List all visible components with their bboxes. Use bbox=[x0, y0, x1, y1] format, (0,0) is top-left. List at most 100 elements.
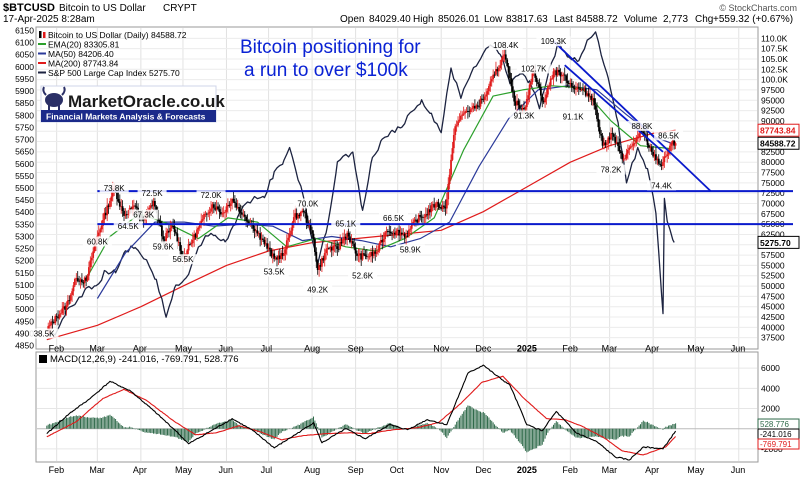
btc-candle-body bbox=[415, 219, 417, 221]
left-tick-label-2: 6050 bbox=[15, 50, 34, 60]
btc-candle-body bbox=[455, 125, 458, 127]
peak-label-text: 91.1K bbox=[563, 112, 585, 121]
btc-candle-body bbox=[218, 209, 221, 213]
btc-candle-body bbox=[371, 251, 374, 256]
btc-candle-body bbox=[109, 200, 111, 207]
macd-tick-label-2: 2000 bbox=[761, 404, 780, 414]
btc-candle-body bbox=[395, 231, 398, 235]
left-tick-label-18: 5250 bbox=[15, 244, 34, 254]
btc-candle-body bbox=[229, 203, 232, 206]
btc-candle-body bbox=[546, 86, 549, 95]
btc-candle-body bbox=[131, 206, 134, 209]
btc-candle-body bbox=[570, 82, 573, 87]
btc-candle-body bbox=[106, 205, 109, 216]
peak-label-text: 58.9K bbox=[400, 245, 422, 254]
btc-candle-body bbox=[615, 142, 618, 144]
btc-candle-body bbox=[517, 100, 520, 106]
peak-label-text: 38.5K bbox=[34, 330, 56, 339]
btc-candle-body bbox=[669, 145, 671, 151]
btc-candle-body bbox=[382, 239, 385, 243]
btc-candle-body bbox=[197, 227, 200, 230]
btc-candle-body bbox=[666, 154, 669, 157]
btc-candle-body bbox=[440, 207, 443, 209]
macd-time-label-10: Dec bbox=[475, 465, 492, 475]
value-tag-text: 84588.72 bbox=[760, 139, 796, 149]
btc-candle-body bbox=[235, 202, 238, 208]
right-tick-label-3: 102.5K bbox=[761, 64, 788, 74]
btc-candle-body bbox=[492, 74, 495, 80]
logo-bull-icon bbox=[42, 86, 66, 111]
peak-label-bg bbox=[168, 254, 198, 265]
macd-value-tag-1: -241.016 bbox=[757, 428, 800, 440]
btc-candle-body bbox=[649, 147, 652, 149]
btc-candle-body bbox=[514, 101, 517, 106]
peak-label-text: 66.5K bbox=[383, 214, 405, 223]
right-tick-label-21: 57500 bbox=[761, 250, 785, 260]
btc-candle-body bbox=[409, 228, 412, 230]
btc-candle-body bbox=[92, 251, 95, 258]
left-tick-label-10: 5650 bbox=[15, 147, 34, 157]
btc-candle-body bbox=[468, 111, 471, 113]
btc-candle-body bbox=[488, 86, 490, 92]
btc-candle-body bbox=[429, 209, 431, 213]
btc-candle-body bbox=[347, 232, 350, 237]
btc-candle-body bbox=[162, 236, 165, 240]
macd-time-label-13: Mar bbox=[602, 465, 618, 475]
btc-candle-body bbox=[507, 65, 510, 73]
btc-candle-body bbox=[513, 91, 516, 102]
btc-candle-body bbox=[648, 145, 650, 148]
price-time-label-3: May bbox=[175, 344, 193, 354]
btc-candle-body bbox=[466, 111, 469, 112]
macd-tick-label-1: 4000 bbox=[761, 383, 780, 393]
btc-candle-body bbox=[528, 84, 531, 96]
btc-candle-body bbox=[226, 204, 229, 207]
btc-candle-body bbox=[270, 249, 273, 257]
peak-label-bg bbox=[129, 209, 159, 220]
right-tick-label-27: 42500 bbox=[761, 312, 785, 322]
btc-candle-body bbox=[624, 158, 626, 160]
peak-label-22: 88.8K bbox=[627, 120, 657, 131]
peak-label-bg bbox=[148, 241, 178, 252]
right-tick-label-7: 92500 bbox=[761, 106, 785, 116]
btc-candle-body bbox=[419, 215, 422, 217]
btc-candle-body bbox=[85, 277, 88, 281]
btc-candle-body bbox=[544, 98, 546, 103]
btc-candle-body bbox=[86, 275, 89, 281]
btc-candle-body bbox=[313, 238, 316, 252]
btc-candle-body bbox=[356, 253, 358, 256]
macd-time-label-11: 2025 bbox=[517, 465, 537, 475]
btc-candle-body bbox=[486, 91, 489, 95]
btc-candle-body bbox=[69, 294, 72, 301]
price-time-label-11: 2025 bbox=[517, 344, 537, 354]
btc-candle-body bbox=[208, 211, 211, 214]
btc-candle-body bbox=[294, 213, 297, 218]
btc-candle-body bbox=[638, 133, 641, 137]
btc-candle-body bbox=[549, 78, 552, 86]
btc-candle-body bbox=[539, 86, 542, 96]
peak-label-19: 109.3K bbox=[536, 36, 571, 47]
btc-candle-body bbox=[83, 277, 86, 283]
price-panel bbox=[35, 26, 759, 350]
btc-candle-body bbox=[372, 251, 375, 256]
price-time-label-16: Jun bbox=[731, 344, 746, 354]
btc-candle-body bbox=[323, 253, 326, 261]
btc-candle-body bbox=[148, 207, 151, 211]
peak-label-bg bbox=[99, 182, 129, 193]
btc-candle-body bbox=[116, 190, 118, 200]
btc-candle-body bbox=[399, 232, 402, 236]
btc-candle-body bbox=[370, 251, 372, 257]
logo-brand: MarketOracle.co.uk bbox=[68, 92, 225, 111]
btc-candle-body bbox=[454, 126, 457, 136]
peak-label-bg bbox=[516, 63, 551, 74]
btc-candle-body bbox=[301, 210, 304, 213]
btc-candle-body bbox=[65, 305, 68, 310]
btc-candle-body bbox=[207, 213, 210, 215]
macd-time-label-15: May bbox=[687, 465, 705, 475]
peak-label-bg bbox=[303, 284, 333, 295]
left-tick-label-19: 5200 bbox=[15, 256, 34, 266]
peak-label-bg bbox=[627, 120, 657, 131]
btc-candle-body bbox=[482, 99, 485, 101]
peak-label-bg bbox=[137, 188, 167, 199]
btc-candle-body bbox=[158, 219, 161, 222]
btc-candle-body bbox=[408, 229, 410, 237]
